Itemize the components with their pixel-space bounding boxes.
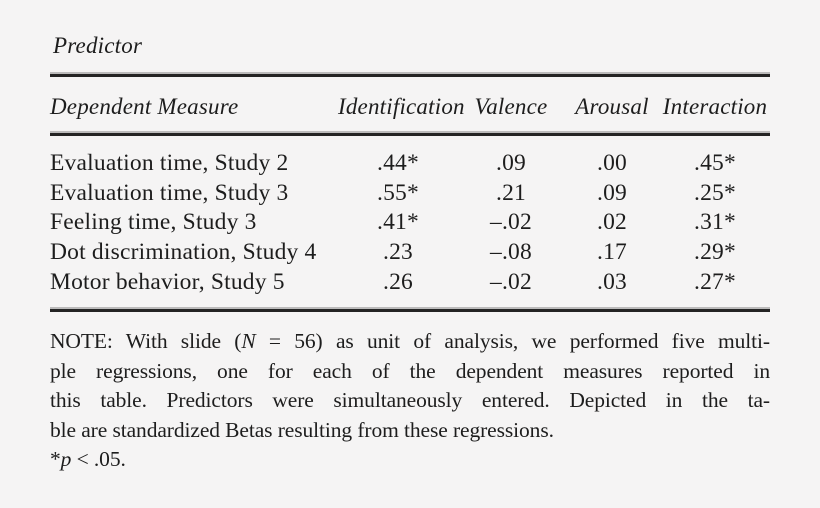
table-top-rule xyxy=(50,74,770,77)
significance-star: * xyxy=(50,447,61,471)
table-row: Evaluation time, Study 3 .55* .21 .09 .2… xyxy=(50,179,770,209)
beta-interaction: .31* xyxy=(694,209,736,236)
table-header-row: Dependent Measure Identification Valence… xyxy=(50,89,770,125)
beta-valence: .09 xyxy=(496,150,526,177)
row-label: Evaluation time, Study 2 xyxy=(50,150,289,177)
beta-arousal: .00 xyxy=(597,150,627,177)
beta-arousal: .09 xyxy=(597,179,627,206)
column-header-interaction: Interaction xyxy=(662,94,768,119)
row-label: Feeling time, Study 3 xyxy=(50,209,257,236)
row-label: Dot discrimination, Study 4 xyxy=(50,239,317,266)
n-symbol: N xyxy=(241,329,256,353)
table-row: Motor behavior, Study 5 .26 –.02 .03 .27… xyxy=(50,267,770,297)
p-symbol: p xyxy=(60,447,72,471)
column-header-arousal: Arousal xyxy=(575,94,649,119)
note-line-2: ple regressions, one for each of the dep… xyxy=(50,358,770,383)
note-line-4: ble are standardized Betas resulting fro… xyxy=(50,417,554,442)
table-bottom-rule xyxy=(50,309,770,312)
table-header-rule xyxy=(50,133,770,136)
beta-identification: .55* xyxy=(377,179,419,206)
beta-identification: .23 xyxy=(383,239,413,266)
beta-identification: .26 xyxy=(383,268,413,295)
beta-valence: –.08 xyxy=(490,239,532,266)
column-header-valence: Valence xyxy=(474,94,548,119)
significance-threshold: < .05. xyxy=(71,447,126,471)
beta-valence: –.02 xyxy=(490,268,532,295)
beta-valence: –.02 xyxy=(490,209,532,236)
beta-arousal: .03 xyxy=(597,268,627,295)
beta-interaction: .27* xyxy=(694,268,736,295)
table-row: Feeling time, Study 3 .41* –.02 .02 .31* xyxy=(50,208,770,238)
beta-arousal: .17 xyxy=(597,239,627,266)
beta-interaction: .25* xyxy=(694,179,736,206)
predictor-spanner-label: Predictor xyxy=(53,33,143,58)
table-note: NOTE: With slide (N = 56) as unit of ana… xyxy=(50,327,770,475)
beta-valence: .21 xyxy=(496,179,526,206)
table-row: Dot discrimination, Study 4 .23 –.08 .17… xyxy=(50,238,770,268)
column-header-identification: Identification xyxy=(338,94,465,119)
beta-interaction: .29* xyxy=(694,239,736,266)
beta-identification: .41* xyxy=(377,209,419,236)
beta-interaction: .45* xyxy=(694,150,736,177)
table-row: Evaluation time, Study 2 .44* .09 .00 .4… xyxy=(50,149,770,179)
note-text: NOTE: With slide ( xyxy=(50,329,242,353)
note-text: = 56) as unit of analysis, we performed … xyxy=(255,329,770,353)
row-label: Motor behavior, Study 5 xyxy=(50,268,285,295)
note-line-1: NOTE: With slide (N = 56) as unit of ana… xyxy=(50,327,770,357)
row-label: Evaluation time, Study 3 xyxy=(50,179,289,206)
beta-arousal: .02 xyxy=(597,209,627,236)
beta-identification: .44* xyxy=(377,150,419,177)
significance-note: *p < .05. xyxy=(50,445,770,475)
note-line-3: this table. Predictors were simultaneous… xyxy=(50,388,770,412)
table-body: Evaluation time, Study 2 .44* .09 .00 .4… xyxy=(0,149,820,297)
column-header-dependent-measure: Dependent Measure xyxy=(50,94,239,119)
